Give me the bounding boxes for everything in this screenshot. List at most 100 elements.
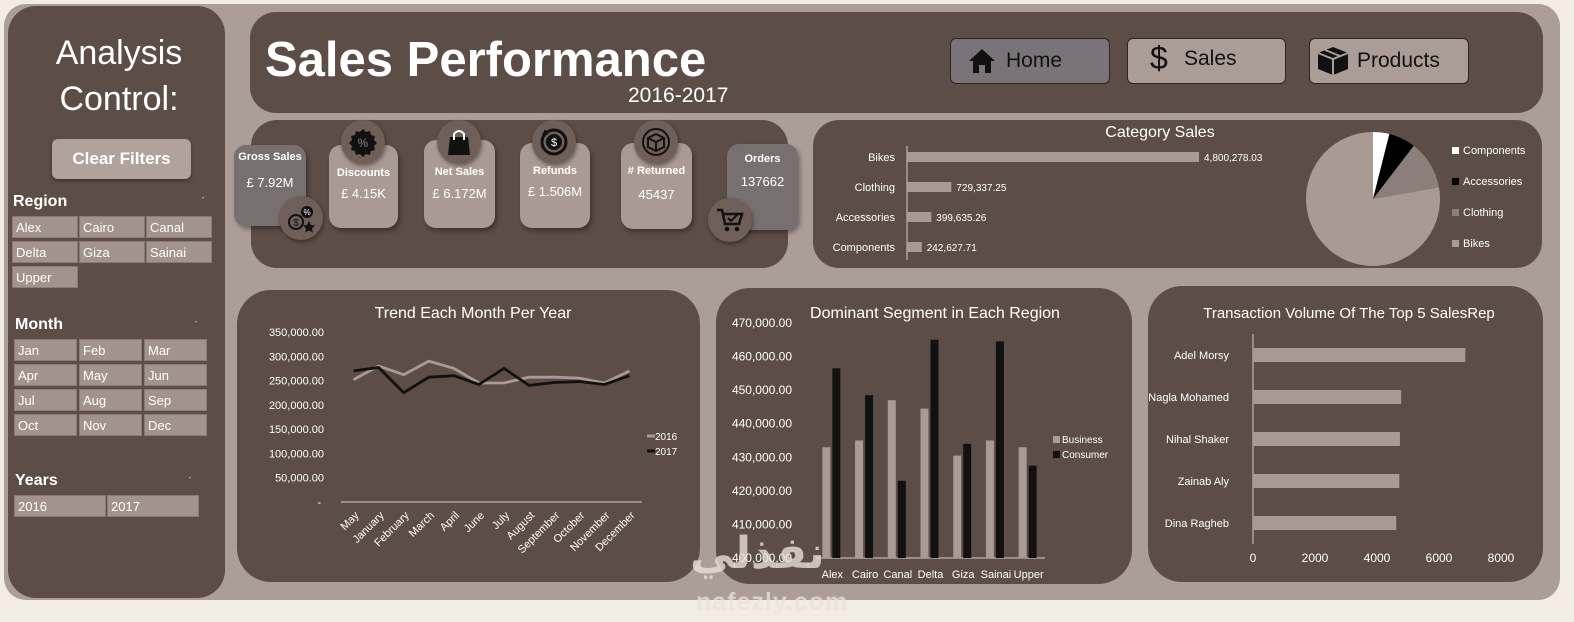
region-slicer-menu-icon[interactable]: ⠁ [201, 196, 208, 206]
legend-swatch [1053, 451, 1060, 458]
x-tick-label: 2000 [1302, 551, 1329, 565]
series-line [353, 365, 630, 395]
slicer-chip-giza[interactable]: Giza [79, 241, 145, 263]
clear-filters-button[interactable]: Clear Filters [52, 139, 191, 179]
slicer-chip-aug[interactable]: Aug [79, 389, 142, 411]
slicer-chip-canal[interactable]: Canal [146, 216, 212, 238]
bar [907, 242, 922, 252]
slicer-chip-upper[interactable]: Upper [12, 266, 78, 288]
years-slicer-menu-icon[interactable]: ⠁ [188, 476, 195, 486]
bar [985, 440, 994, 558]
sales-nav-label: Sales [1184, 47, 1237, 70]
category-label: Bikes [868, 152, 895, 164]
x-tick-label: Sainai [981, 569, 1012, 581]
y-tick-label: 420,000.00 [732, 484, 792, 498]
y-tick-label: 200,000.00 [269, 400, 324, 412]
slicer-chip-delta[interactable]: Delta [12, 241, 78, 263]
kpi-panel: Gross Sales £ 7.92M $% Discounts £ 4.15K… [234, 120, 798, 268]
y-tick-label: 470,000.00 [732, 316, 792, 330]
products-nav-button[interactable]: Products [1309, 38, 1469, 84]
legend-label: Clothing [1463, 207, 1503, 219]
pie-slice [1305, 132, 1440, 266]
slicer-chip-may[interactable]: May [79, 364, 142, 386]
sidebar-title: Analysis Control: [8, 30, 230, 122]
products-nav-label: Products [1357, 49, 1440, 72]
legend-swatch [1452, 240, 1459, 247]
x-tick-label: Upper [1014, 569, 1044, 581]
bar [1018, 447, 1027, 558]
page-subtitle: 2016-2017 [628, 84, 729, 107]
category-label: Clothing [855, 182, 895, 194]
svg-text:$: $ [551, 137, 557, 149]
slicer-chip-2017[interactable]: 2017 [107, 495, 199, 517]
y-tick-label: 430,000.00 [732, 450, 792, 464]
slicer-chip-jan[interactable]: Jan [14, 339, 77, 361]
salesrep-chart: Transaction Volume Of The Top 5 SalesRep… [1148, 305, 1515, 565]
slicer-chip-jul[interactable]: Jul [14, 389, 77, 411]
home-nav-label: Home [1006, 49, 1063, 72]
chart-title: Category Sales [1105, 124, 1214, 141]
legend-label: Business [1062, 435, 1103, 446]
legend-label: Consumer [1062, 450, 1109, 461]
category-label: Dina Ragheb [1165, 518, 1229, 530]
gross-sales-label: Gross Sales [238, 151, 302, 163]
x-tick-label: June [462, 510, 487, 535]
category-label: Nagla Mohamed [1148, 392, 1229, 404]
svg-text:%: % [358, 136, 369, 150]
data-label: 4,800,278.03 [1204, 153, 1263, 164]
y-tick-label: 460,000.00 [732, 350, 792, 364]
bar [897, 480, 906, 558]
orders-value: 137662 [740, 174, 785, 189]
watermark-arabic: نفذلي [690, 529, 825, 578]
trend-chart: Trend Each Month Per Year - 50,000.00 100,0… [269, 305, 678, 556]
bar [855, 440, 864, 558]
y-tick-label: 410,000.00 [732, 517, 792, 531]
y-tick-label: 250,000.00 [269, 376, 324, 388]
legend-label: 2016 [655, 432, 678, 443]
y-tick-label: 400,000.00 [732, 551, 792, 565]
slicer-chip-dec[interactable]: Dec [144, 414, 207, 436]
legend-swatch [1452, 178, 1459, 185]
category-label: Nihal Shaker [1166, 434, 1229, 446]
slicer-chip-sep[interactable]: Sep [144, 389, 207, 411]
slicer-chip-nov[interactable]: Nov [79, 414, 142, 436]
slicer-chip-mar[interactable]: Mar [144, 339, 207, 361]
bar [907, 212, 932, 222]
slicer-chip-sainai[interactable]: Sainai [146, 241, 212, 263]
legend-label: Components [1463, 145, 1526, 157]
shopping-cart-icon [708, 198, 752, 242]
net-sales-card: Net Sales £ 6.172M [424, 140, 495, 228]
slicer-chip-alex[interactable]: Alex [12, 216, 78, 238]
slicer-chip-apr[interactable]: Apr [14, 364, 77, 386]
legend-label: Accessories [1463, 176, 1523, 188]
discounts-value: £ 4.15K [341, 186, 386, 201]
returned-card: # Returned 45437 [621, 143, 692, 229]
bar [1253, 516, 1397, 530]
sidebar-title-line2: Control: [59, 80, 179, 118]
net-sales-value: £ 6.172M [432, 186, 487, 201]
slicer-chip-cairo[interactable]: Cairo [79, 216, 145, 238]
bar [907, 182, 952, 192]
y-tick-label: 300,000.00 [269, 351, 324, 363]
home-nav-button[interactable]: Home [950, 38, 1110, 84]
x-tick-label: April [438, 510, 462, 534]
slicer-chip-jun[interactable]: Jun [144, 364, 207, 386]
bar [907, 152, 1199, 162]
bar [1253, 474, 1400, 488]
sales-nav-button[interactable]: $ Sales [1127, 38, 1286, 84]
slicer-chip-oct[interactable]: Oct [14, 414, 77, 436]
month-slicer-menu-icon[interactable]: ⠁ [194, 320, 201, 330]
home-icon [967, 47, 997, 75]
bar [920, 408, 929, 558]
x-tick-label: 8000 [1488, 551, 1515, 565]
legend-swatch [1452, 209, 1459, 216]
slicer-chip-2016[interactable]: 2016 [14, 495, 106, 517]
x-tick-label: 6000 [1426, 551, 1453, 565]
legend-label: Bikes [1463, 238, 1490, 250]
watermark-url: nafezly.com [696, 588, 849, 616]
pie-slice [1373, 145, 1439, 199]
data-label: 242,627.71 [927, 243, 977, 254]
y-tick-label: 100,000.00 [269, 448, 324, 460]
slicer-chip-feb[interactable]: Feb [79, 339, 142, 361]
bar [822, 447, 831, 558]
